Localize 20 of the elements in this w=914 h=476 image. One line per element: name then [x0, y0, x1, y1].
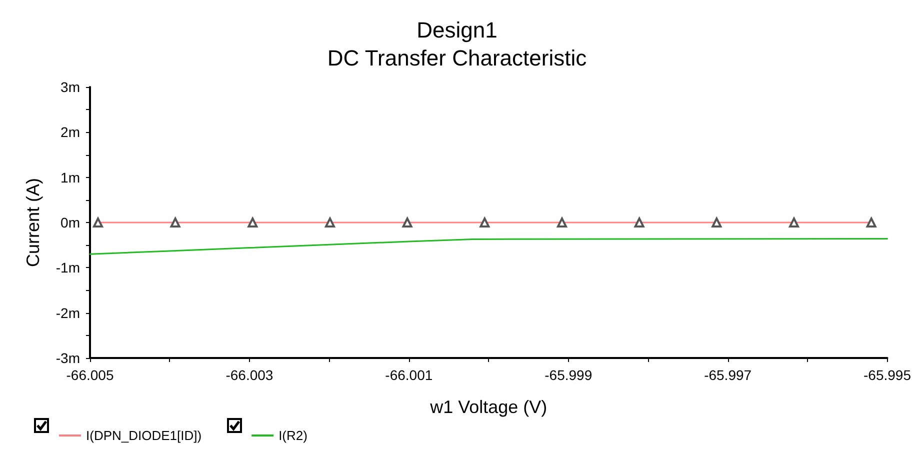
- x-tick-label: -66.003: [226, 367, 274, 383]
- y-tick-label: 2m: [60, 124, 80, 140]
- y-tick-label: 0m: [60, 214, 80, 230]
- x-tick-label: -65.997: [704, 367, 752, 383]
- y-tick-label: 1m: [60, 169, 80, 186]
- y-tick-label: -3m: [56, 350, 80, 366]
- line-series: [89, 238, 888, 255]
- y-tick-label: -1m: [56, 260, 80, 276]
- legend-label: I(DPN_DIODE1[ID]): [86, 428, 202, 443]
- x-tick-label: -66.005: [66, 367, 114, 383]
- chart-title: Design1: [416, 18, 498, 42]
- legend-label: I(R2): [278, 428, 308, 443]
- y-axis-title: Current (A): [23, 178, 43, 268]
- chart-subtitle: DC Transfer Characteristic: [327, 46, 587, 70]
- x-axis-title: w1 Voltage (V): [429, 397, 548, 417]
- y-tick-label: 3m: [60, 79, 80, 95]
- x-tick-label: -66.001: [385, 367, 433, 383]
- x-tick-label: -65.995: [864, 367, 912, 383]
- x-tick-label: -65.999: [544, 367, 592, 383]
- y-tick-label: -2m: [56, 304, 80, 321]
